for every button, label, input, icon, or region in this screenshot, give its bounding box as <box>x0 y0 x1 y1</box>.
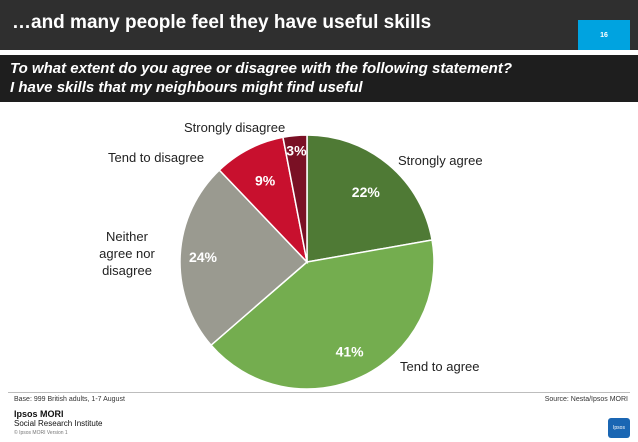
copyright-note: © Ipsos MORI Version 1 <box>14 430 68 436</box>
ipsos-mori-logo: Ipsos MORI Social Research Institute <box>14 409 103 429</box>
pie-value-label-strongly-agree: 22% <box>352 184 381 200</box>
pie-value-label-neither: 24% <box>189 249 218 265</box>
pie-slice-tend-to-agree <box>209 239 435 390</box>
question-line-1: To what extent do you agree or disagree … <box>10 60 513 77</box>
pie-slice-neither <box>179 169 309 347</box>
category-label-strongly-agree: Strongly agree <box>398 153 483 168</box>
page-number-badge: 16 <box>578 20 630 50</box>
source-note: Source: Nesta/Ipsos MORI <box>544 396 628 403</box>
category-label-neither: Neither agree nor disagree <box>99 229 155 278</box>
page-title: …and many people feel they have useful s… <box>12 12 432 33</box>
question-bar: To what extent do you agree or disagree … <box>0 55 638 102</box>
pie-value-label-tend-to-agree: 41% <box>336 343 365 359</box>
base-note: Base: 999 British adults, 1-7 August <box>14 396 125 403</box>
pie-slice-strongly-disagree <box>282 134 308 263</box>
pie-slice-strongly-agree <box>306 134 433 263</box>
title-bar: …and many people feel they have useful s… <box>0 0 638 50</box>
logo-line-1: Ipsos MORI <box>14 409 64 419</box>
pie-slices <box>179 134 435 390</box>
pie-value-label-tend-to-disagree: 9% <box>255 173 276 189</box>
question-line-2: I have skills that my neighbours might f… <box>10 79 363 96</box>
pie-value-label-strongly-disagree: 3% <box>286 143 307 159</box>
category-label-strongly-disagree: Strongly disagree <box>184 120 286 135</box>
pie-value-labels: 22% 41% 24% 9% 3% <box>189 143 380 360</box>
category-label-tend-to-disagree: Tend to disagree <box>108 150 205 165</box>
ipsos-corner-logo: Ipsos <box>608 418 630 438</box>
logo-line-2: Social Research Institute <box>14 419 103 428</box>
footer-divider <box>8 392 630 393</box>
category-label-tend-to-agree: Tend to agree <box>400 359 480 374</box>
